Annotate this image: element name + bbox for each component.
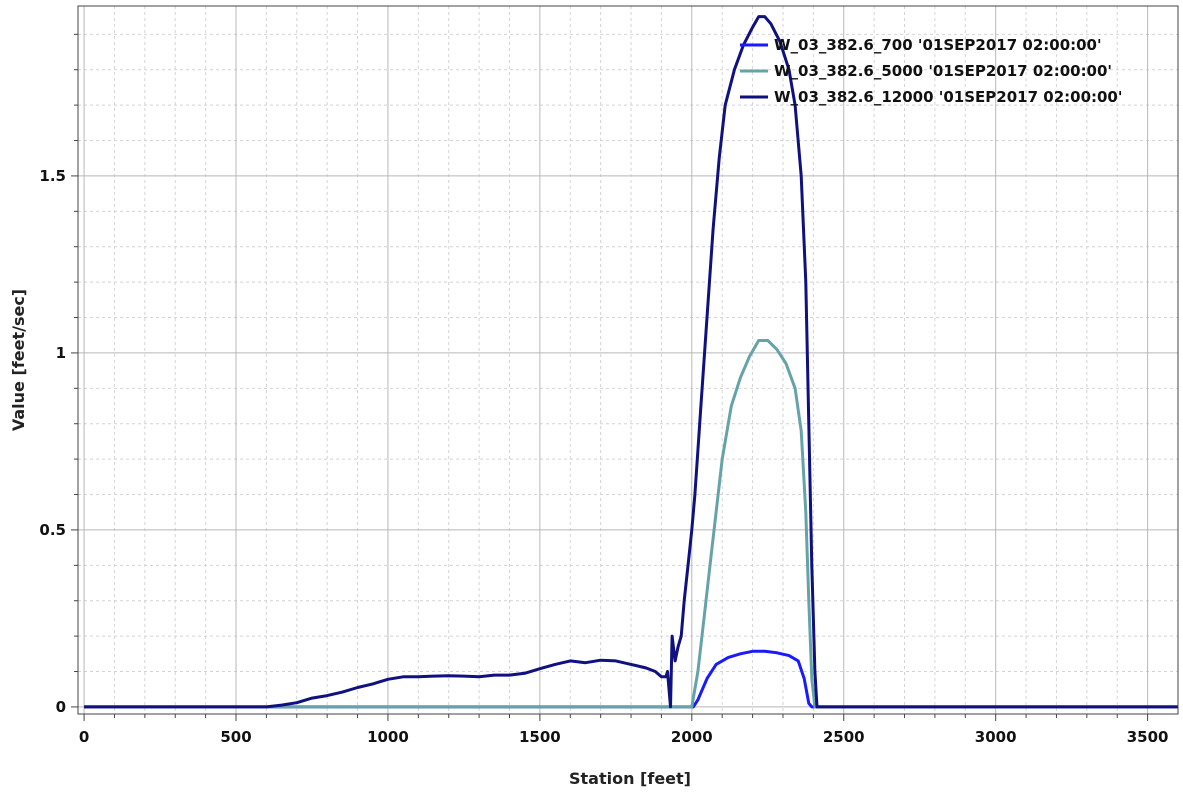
x-axis-title: Station [feet] <box>569 769 691 788</box>
y-tick-label: 0 <box>56 698 66 716</box>
legend: W_03_382.6_700 '01SEP2017 02:00:00' W_03_… <box>740 36 1122 106</box>
x-tick-label: 1000 <box>367 728 409 746</box>
y-axis-title: Value [feet/sec] <box>9 289 28 431</box>
x-tick-label: 3000 <box>975 728 1017 746</box>
x-tick-label: 1500 <box>519 728 561 746</box>
x-tick-label: 0 <box>79 728 89 746</box>
x-tick-label: 500 <box>220 728 251 746</box>
legend-label: W_03_382.6_5000 '01SEP2017 02:00:00' <box>774 62 1112 80</box>
y-tick-label: 1 <box>56 344 66 362</box>
y-tick-label: 0.5 <box>39 521 66 539</box>
x-tick-label: 3500 <box>1127 728 1169 746</box>
plot-area <box>78 6 1178 714</box>
x-tick-label: 2500 <box>823 728 865 746</box>
series-line-3 <box>84 15 1178 709</box>
series-line-1 <box>84 649 1178 709</box>
major-grid <box>78 6 1178 714</box>
legend-label: W_03_382.6_700 '01SEP2017 02:00:00' <box>774 36 1102 54</box>
y-axis: 0 0.5 1 1.5 <box>39 33 78 716</box>
plot-frame <box>77 5 1179 715</box>
x-axis: 0 500 1000 1500 2000 2500 3000 3500 <box>79 714 1169 746</box>
series-line-2 <box>84 339 1178 709</box>
x-tick-label: 2000 <box>671 728 713 746</box>
series-layer <box>84 15 1178 709</box>
minor-grid <box>78 6 1178 714</box>
legend-label: W_03_382.6_12000 '01SEP2017 02:00:00' <box>774 88 1122 106</box>
y-tick-label: 1.5 <box>39 167 66 185</box>
